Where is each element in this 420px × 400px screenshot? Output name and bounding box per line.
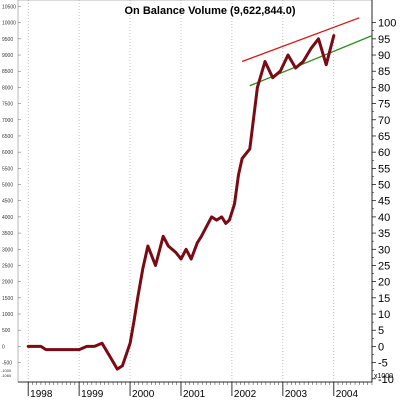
- right-tick-label: 25: [378, 260, 390, 272]
- left-tick-label: 8000: [2, 85, 13, 91]
- right-tick-label: 0: [378, 341, 384, 353]
- right-tick-label: 100: [378, 18, 396, 30]
- trendline: [241, 17, 360, 63]
- trendlines: [241, 17, 373, 87]
- x-tick-label: 1999: [81, 389, 104, 400]
- right-tick-label: 10: [378, 309, 390, 321]
- x-tick-label: 2003: [285, 389, 308, 400]
- left-tick-label: 9000: [2, 53, 13, 59]
- chart-title: On Balance Volume (9,622,844.0): [125, 5, 296, 17]
- x-tick-label: 1998: [30, 389, 53, 400]
- left-tick-label: 8500: [2, 69, 13, 75]
- left-tick-label: 7000: [2, 118, 13, 124]
- left-scale-mark: -1000: [1, 368, 12, 373]
- right-tick-label: 80: [378, 82, 390, 94]
- right-tick-label: 5: [378, 325, 384, 337]
- left-tick-label: 1000: [2, 312, 13, 318]
- left-tick-label: 1500: [2, 296, 13, 302]
- right-tick-label: 50: [378, 180, 390, 192]
- left-scale-mark: -1060: [1, 373, 12, 378]
- x-tick-label: 2002: [234, 389, 257, 400]
- left-tick-label: 9500: [2, 37, 13, 43]
- left-tick-label: 2000: [2, 280, 13, 286]
- right-tick-label: 55: [378, 163, 390, 175]
- left-tick-label: 0: [2, 344, 5, 350]
- x-tick-label: 2000: [132, 389, 155, 400]
- x-axis: 1998 1999 2000 2001 2002 2003 2004: [18, 381, 373, 400]
- left-tick-label: 5000: [2, 183, 13, 189]
- x-tick-label: 2001: [183, 389, 206, 400]
- right-tick-label: 90: [378, 50, 390, 62]
- left-tick-label: 500: [2, 328, 11, 334]
- left-axis: -500 0 500 1000 1500 2000 2500 3000 3500 4000 4500…: [1, 4, 21, 378]
- left-tick-label: 10500: [2, 4, 16, 10]
- left-tick-label: 4000: [2, 215, 13, 221]
- right-tick-label: 75: [378, 99, 390, 111]
- left-tick-label: 3500: [2, 231, 13, 237]
- left-tick-label: 10000: [2, 21, 16, 27]
- left-tick-label: 5500: [2, 166, 13, 172]
- right-tick-label: -5: [378, 358, 388, 370]
- right-tick-label: 30: [378, 244, 390, 256]
- right-tick-label: 85: [378, 66, 390, 78]
- right-tick-label: 95: [378, 34, 390, 46]
- left-tick-label: -500: [2, 361, 12, 367]
- right-tick-label: 40: [378, 212, 390, 224]
- right-tick-label: -10: [378, 374, 394, 386]
- x-tick-label: 2004: [336, 389, 359, 400]
- left-tick-label: 6500: [2, 134, 13, 140]
- right-tick-label: 20: [378, 277, 390, 289]
- right-tick-label: 60: [378, 147, 390, 159]
- right-tick-label: 15: [378, 293, 390, 305]
- right-tick-label: 70: [378, 115, 390, 127]
- left-tick-label: 2500: [2, 263, 13, 269]
- right-axis: -10 -5 0 5 10 15 20 25 30 35 40 45 50 55 60 65 70 75 80 85 9…: [371, 0, 396, 386]
- left-tick-label: 3000: [2, 247, 13, 253]
- right-axis-scale-label: x1000: [374, 373, 393, 380]
- left-tick-label: 7500: [2, 102, 13, 108]
- left-tick-label: 4500: [2, 199, 13, 205]
- series-line: [26, 34, 336, 371]
- right-tick-label: 35: [378, 228, 390, 240]
- left-tick-label: 6000: [2, 150, 13, 156]
- right-tick-label: 45: [378, 196, 390, 208]
- obv-series: [26, 34, 336, 371]
- right-tick-label: 65: [378, 131, 390, 143]
- trendline: [249, 35, 373, 87]
